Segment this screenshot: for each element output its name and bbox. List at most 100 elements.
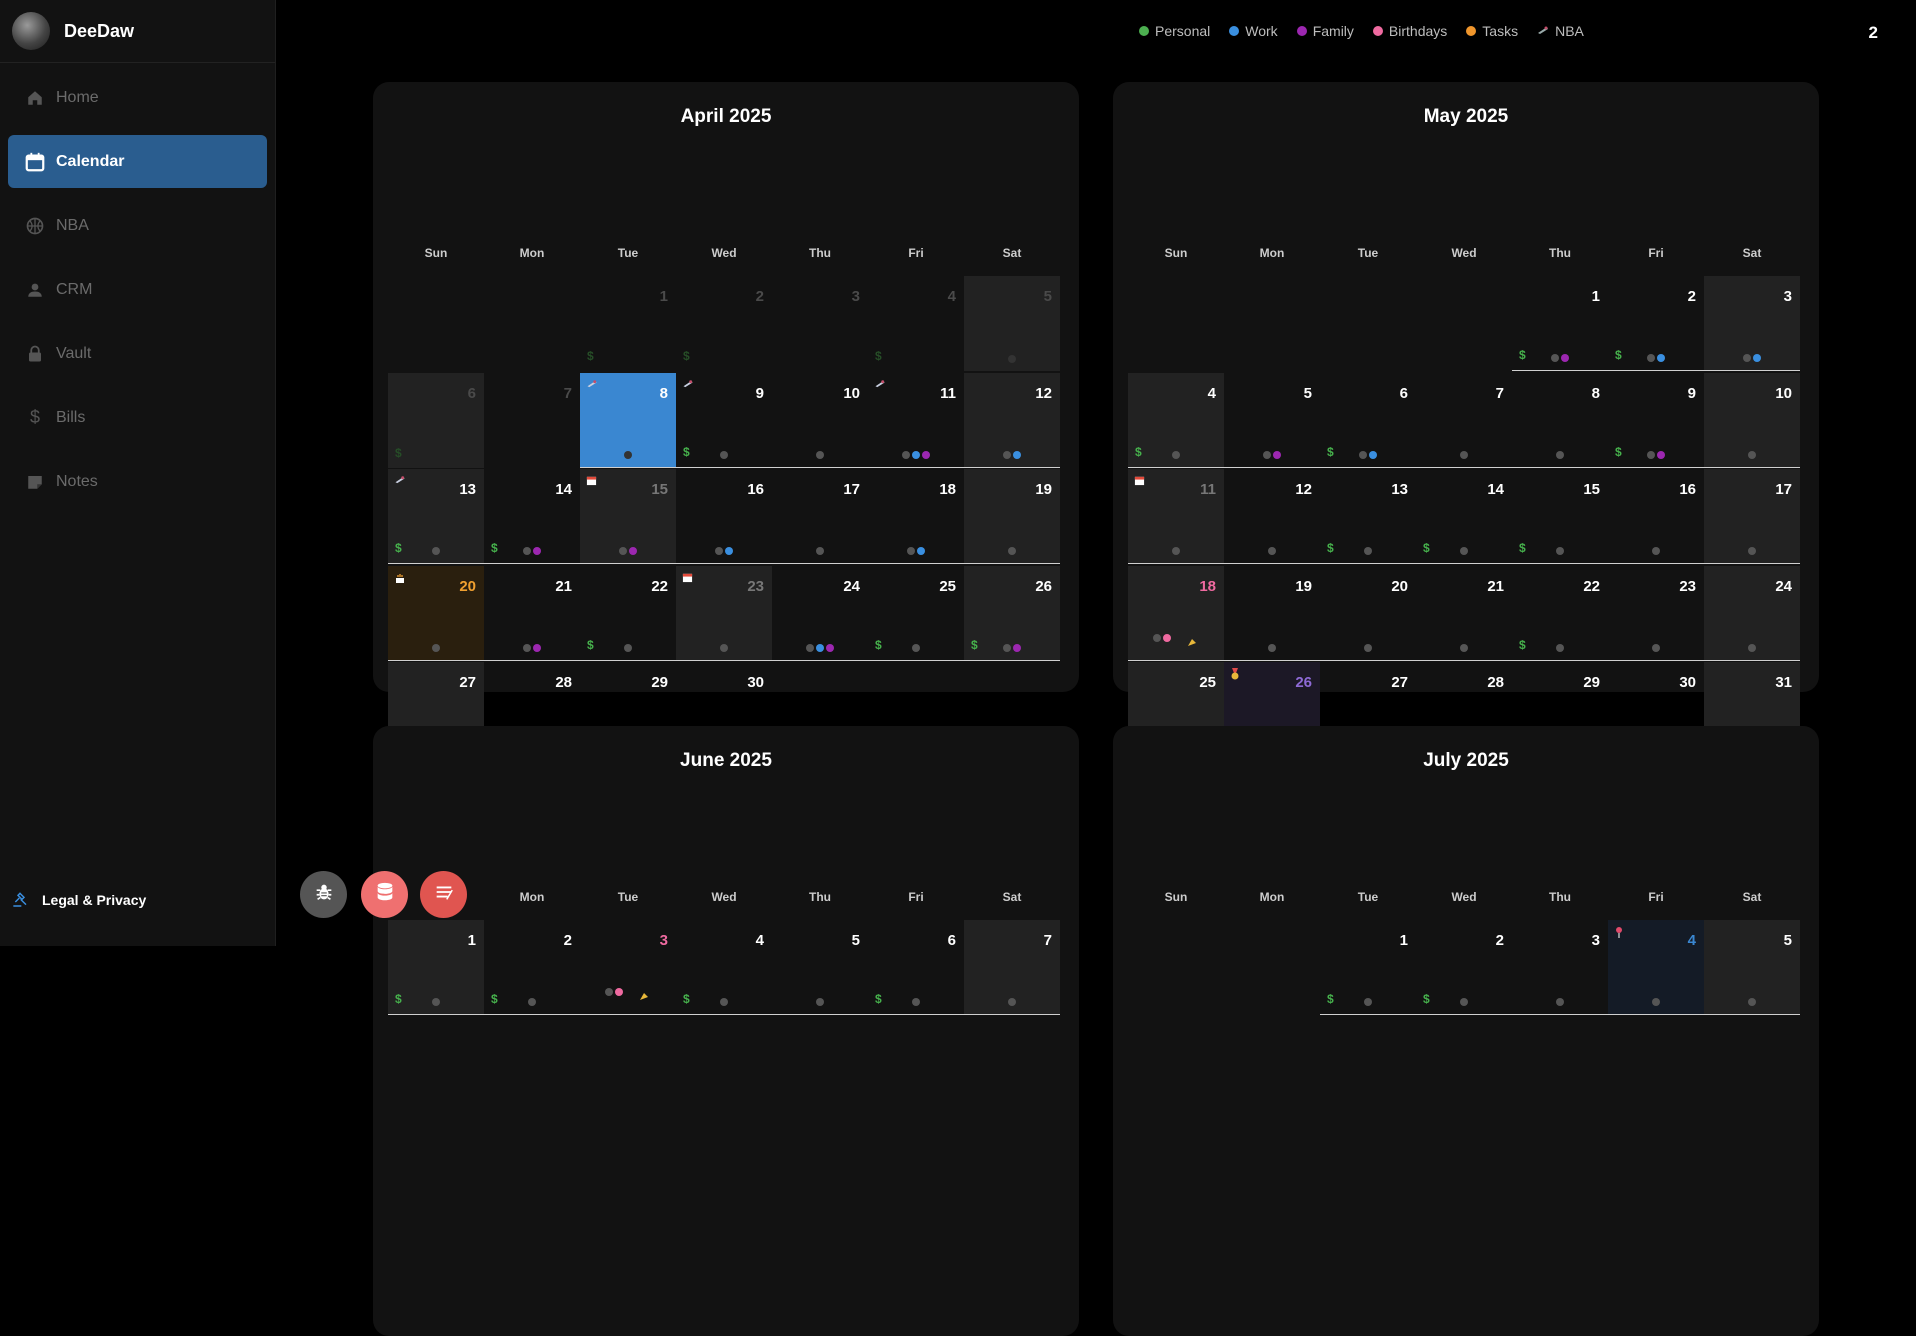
day-cell[interactable]: 2 $: [1416, 920, 1512, 1015]
day-cell[interactable]: 12: [1224, 469, 1320, 564]
day-cell[interactable]: 2 $: [1608, 276, 1704, 371]
day-cell[interactable]: 4 $: [868, 276, 964, 371]
day-number: 5: [1043, 288, 1052, 305]
day-cell[interactable]: 21: [484, 566, 580, 661]
gavel-icon: [12, 892, 28, 908]
day-cell[interactable]: 15 $: [1512, 469, 1608, 564]
sidebar-item-calendar[interactable]: Calendar: [8, 135, 267, 188]
day-cell[interactable]: 2 $: [676, 276, 772, 371]
clear-button[interactable]: [420, 871, 467, 918]
day-cell[interactable]: 20: [388, 565, 484, 661]
day-cell[interactable]: 1 $: [1320, 920, 1416, 1015]
sidebar-item-bills[interactable]: $ Bills: [8, 391, 267, 444]
avatar[interactable]: [12, 12, 50, 50]
day-cell[interactable]: 4 $: [676, 920, 772, 1015]
day-number: 31: [1775, 674, 1792, 691]
day-cell[interactable]: 5: [1224, 373, 1320, 468]
event-dot: [720, 450, 728, 459]
day-cell[interactable]: 4: [1608, 920, 1704, 1015]
day-cell[interactable]: 8: [1512, 373, 1608, 468]
sidebar-item-notes[interactable]: Notes: [8, 455, 267, 508]
day-number: 17: [1775, 481, 1792, 498]
day-cell[interactable]: 8: [580, 372, 676, 468]
day-cell[interactable]: 22 $: [1512, 566, 1608, 661]
day-cell[interactable]: 14 $: [1416, 469, 1512, 564]
legend-item-tasks[interactable]: Tasks: [1466, 23, 1518, 39]
day-number: 16: [1679, 481, 1696, 498]
day-cell[interactable]: 13 $: [1320, 469, 1416, 564]
legend-item-personal[interactable]: Personal: [1139, 23, 1210, 39]
day-cell[interactable]: 10: [772, 373, 868, 468]
day-cell[interactable]: 23: [676, 565, 772, 661]
day-cell[interactable]: 3: [772, 276, 868, 371]
day-cell[interactable]: 5: [1704, 920, 1800, 1015]
day-cell[interactable]: 9 $: [1608, 373, 1704, 468]
event-dot: [1008, 355, 1016, 363]
day-cell[interactable]: 3: [1512, 920, 1608, 1015]
legend-item-family[interactable]: Family: [1296, 23, 1354, 39]
day-cell[interactable]: 25 $: [868, 566, 964, 661]
legend-label: NBA: [1555, 23, 1584, 39]
legend-item-work[interactable]: Work: [1229, 23, 1278, 39]
day-cell[interactable]: 3: [580, 920, 676, 1015]
day-cell[interactable]: 1 $: [388, 920, 484, 1015]
day-cell[interactable]: 6 $: [868, 920, 964, 1015]
day-cell[interactable]: 14 $: [484, 469, 580, 564]
day-cell[interactable]: 1 $: [580, 276, 676, 371]
day-cell[interactable]: 2 $: [484, 920, 580, 1015]
legal-privacy-link[interactable]: Legal & Privacy: [12, 892, 146, 908]
sidebar-item-home[interactable]: Home: [8, 71, 267, 124]
sidebar-item-nba[interactable]: NBA: [8, 199, 267, 252]
day-cell[interactable]: 21: [1416, 566, 1512, 661]
day-cell[interactable]: 5: [964, 276, 1060, 371]
day-cell[interactable]: 12: [964, 372, 1060, 468]
day-cell[interactable]: 26 $: [964, 565, 1060, 661]
day-cell[interactable]: 24: [1704, 565, 1800, 661]
empty-day-cell: [1224, 920, 1320, 1015]
legend-item-nba[interactable]: NBA: [1537, 23, 1584, 39]
day-cell[interactable]: 3: [1704, 276, 1800, 371]
day-number: 3: [1591, 932, 1600, 949]
bug-report-button[interactable]: [300, 871, 347, 918]
bill-due-icon: $: [491, 541, 498, 555]
day-cell[interactable]: 19: [964, 469, 1060, 564]
day-cell[interactable]: 16: [676, 469, 772, 564]
day-cell[interactable]: 23: [1608, 566, 1704, 661]
day-cell[interactable]: 17: [772, 469, 868, 564]
day-cell[interactable]: 6 $: [1320, 373, 1416, 468]
day-cell[interactable]: 6 $: [388, 372, 484, 468]
day-cell[interactable]: 4 $: [1128, 372, 1224, 468]
day-cell[interactable]: 10: [1704, 372, 1800, 468]
event-dots: [1224, 643, 1320, 652]
day-cell[interactable]: 11: [1128, 469, 1224, 564]
day-cell[interactable]: 5: [772, 920, 868, 1015]
event-dots: [1320, 643, 1416, 652]
day-cell[interactable]: 7: [484, 373, 580, 468]
sidebar-item-vault[interactable]: Vault: [8, 327, 267, 380]
brand[interactable]: DeeDaw: [0, 0, 275, 63]
day-cell[interactable]: 11: [868, 373, 964, 468]
day-cell[interactable]: 13 $: [388, 469, 484, 564]
day-cell[interactable]: 7: [964, 920, 1060, 1015]
day-cell[interactable]: 18: [1128, 565, 1224, 661]
day-cell[interactable]: 20: [1320, 566, 1416, 661]
event-dots: [1608, 547, 1704, 555]
database-button[interactable]: [361, 871, 408, 918]
event-dots: [676, 450, 772, 459]
day-cell[interactable]: 19: [1224, 566, 1320, 661]
day-cell[interactable]: 17: [1704, 469, 1800, 564]
day-cell[interactable]: 18: [868, 469, 964, 564]
day-cell[interactable]: 9 $: [676, 373, 772, 468]
day-cell[interactable]: 7: [1416, 373, 1512, 468]
legend-item-birthdays[interactable]: Birthdays: [1372, 23, 1447, 39]
day-cell[interactable]: 16: [1608, 469, 1704, 564]
day-cell[interactable]: 24: [772, 566, 868, 661]
event-dots: [1320, 450, 1416, 459]
day-cell[interactable]: 15: [580, 469, 676, 564]
day-cell[interactable]: 22 $: [580, 566, 676, 661]
event-dot: [1748, 450, 1756, 459]
day-cell[interactable]: 1 $: [1512, 276, 1608, 371]
day-number: 1: [659, 288, 668, 305]
legend-label: Tasks: [1482, 23, 1519, 39]
sidebar-item-crm[interactable]: CRM: [8, 263, 267, 316]
